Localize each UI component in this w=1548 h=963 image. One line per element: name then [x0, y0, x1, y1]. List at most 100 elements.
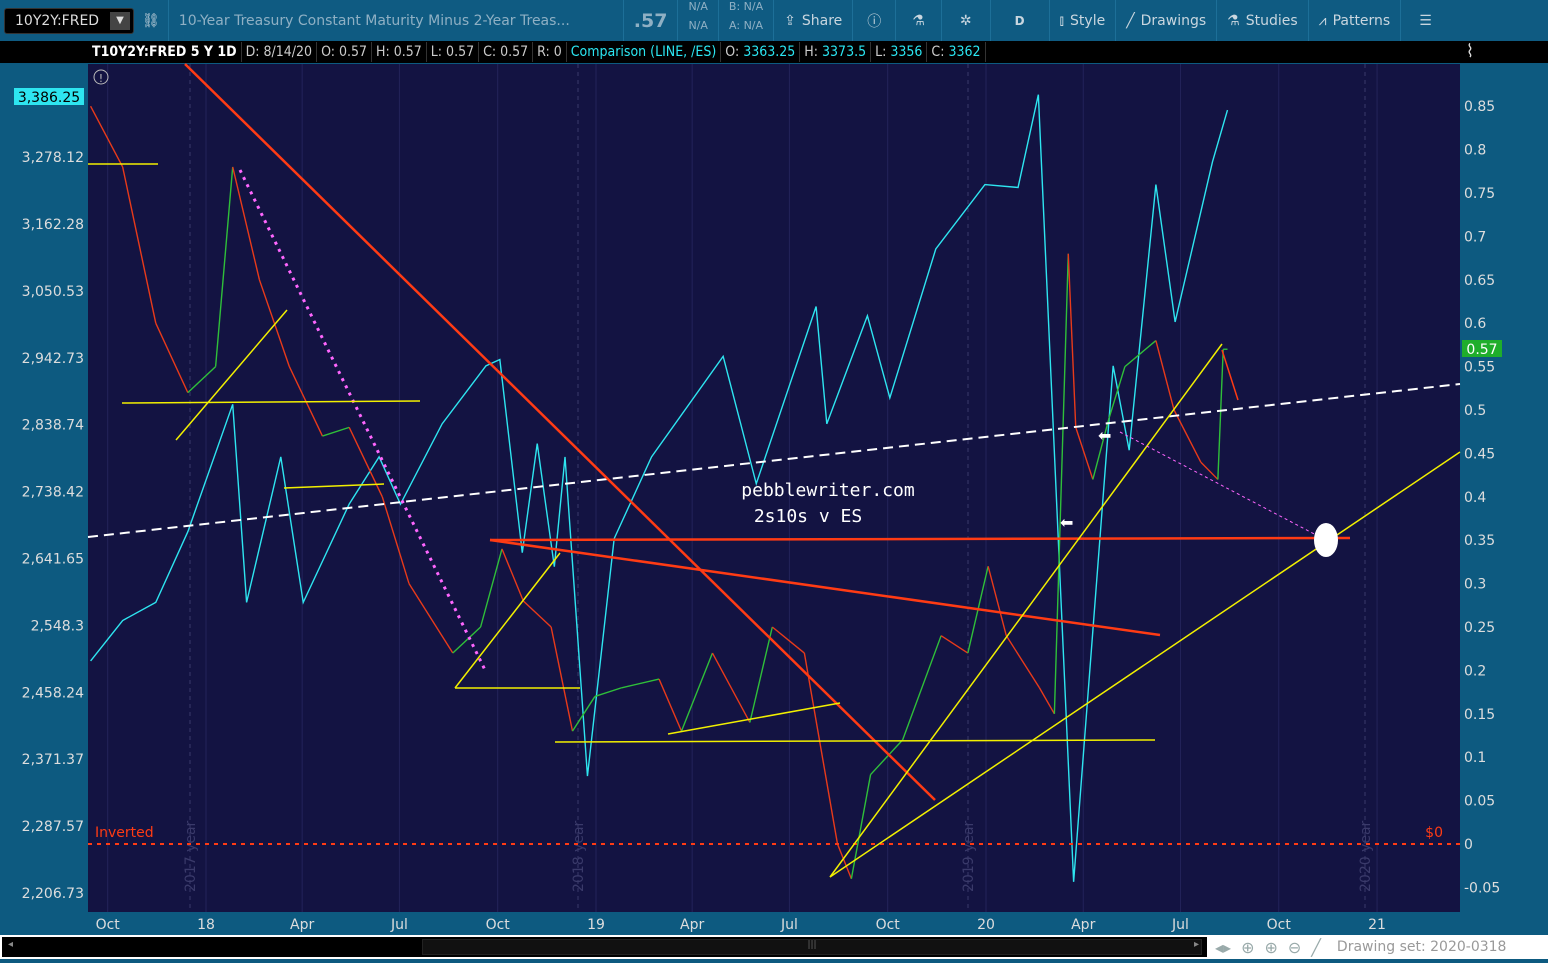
spread-line-segment	[1155, 340, 1175, 411]
info-high: H: 0.57	[372, 42, 427, 62]
settings-button[interactable]: ✲	[942, 0, 991, 41]
info-icon: ⓘ	[867, 13, 882, 30]
info-range: R: 0	[533, 42, 567, 62]
comp-open: O: 3363.25	[721, 42, 801, 62]
x-tick-label: Oct	[1267, 917, 1292, 933]
spread-line-segment	[594, 687, 622, 698]
zoom-out-icon[interactable]: ⊖	[1287, 937, 1302, 957]
right-axis-tick: 0.7	[1464, 229, 1486, 245]
symbol-description: 10-Year Treasury Constant Maturity Minus…	[169, 0, 624, 41]
chart-canvas[interactable]: Oct 18 Apr Jul Oct 19 Apr Jul Oct 20 Apr Jul Oct 21 20…	[0, 0, 1548, 935]
plot-area	[88, 64, 1460, 912]
spread-line-segment	[187, 366, 217, 394]
right-axis-tick: 0.8	[1464, 143, 1486, 159]
net-change: N/A N/A	[678, 0, 719, 41]
left-axis-tick: 3,050.53	[22, 284, 84, 300]
bottom-bar: ◂ ||| ▸ ◂▸ ⊕ ⊕ ⊖ ╱ Drawing set: 2020-0318	[0, 935, 1548, 959]
spread-line-segment	[1173, 409, 1202, 463]
right-axis-tick: 0.6	[1464, 316, 1486, 332]
x-tick-label: Oct	[876, 917, 901, 933]
left-axis-tick: 2,371.37	[22, 752, 84, 768]
left-axis-tick: 2,838.74	[22, 418, 84, 434]
arrow-left-icon: ⬅	[1098, 426, 1111, 445]
drawings-label: Drawings	[1140, 12, 1207, 29]
list-icon: ☰	[1419, 12, 1432, 29]
spread-line-segment	[479, 548, 503, 628]
x-tick-label: 20	[977, 917, 995, 933]
x-tick-label: Oct	[96, 917, 121, 933]
x-tick-label: Apr	[290, 917, 314, 933]
share-button[interactable]: ⇪ Share	[774, 0, 854, 41]
comp-high: H: 3373.5	[800, 42, 872, 62]
spread-line-segment	[1108, 366, 1126, 419]
drawings-button[interactable]: ╱ Drawings	[1116, 0, 1218, 41]
comparison-label: Comparison (LINE, /ES)	[567, 42, 722, 62]
inverted-label: Inverted	[95, 825, 154, 841]
left-axis-tick: 2,641.65	[22, 551, 84, 567]
menu-button[interactable]: ☰	[1401, 0, 1450, 41]
right-axis-tick: 0	[1464, 837, 1473, 853]
flask-button[interactable]: ⚗	[896, 0, 942, 41]
spread-line-segment	[621, 678, 660, 689]
zoom-in-icon[interactable]: ⊕	[1264, 937, 1278, 957]
chevron-down-icon[interactable]: ▼	[110, 11, 130, 30]
yellow-line	[667, 702, 841, 735]
x-tick-label: Apr	[680, 917, 704, 933]
spread-line-segment	[1200, 461, 1219, 480]
zero-label: $0	[1425, 825, 1443, 841]
aggregation-button[interactable]: D	[991, 0, 1050, 41]
drawing-set-selector[interactable]: Drawing set: 2020-0318	[1336, 939, 1507, 955]
x-tick-label: Jul	[780, 917, 798, 933]
right-axis-tick: 0.5	[1464, 403, 1486, 419]
line-icon: ╱	[1126, 12, 1135, 29]
right-axis-tick: 0.55	[1464, 360, 1495, 376]
symbol-text: 10Y2Y:FRED	[15, 12, 100, 29]
red-downtrend-line	[184, 63, 936, 801]
link-icon[interactable]: ⛓	[134, 0, 169, 41]
patterns-button[interactable]: ⩘ Patterns	[1309, 0, 1402, 41]
label: O:	[725, 44, 740, 60]
bid: B: N/A	[728, 0, 764, 13]
symbol-selector[interactable]: 10Y2Y:FRED ▼	[4, 7, 134, 34]
left-axis-tick: 2,458.24	[22, 685, 84, 701]
right-axis-tick: 0.85	[1464, 99, 1495, 115]
x-tick-label: Jul	[1171, 917, 1189, 933]
spread-line-segment	[870, 739, 904, 776]
yellow-line	[554, 739, 1156, 743]
es-comparison-line	[90, 94, 1229, 882]
drawing-tool-icon[interactable]: ╱	[1311, 937, 1321, 957]
label: L:	[875, 44, 887, 60]
spread-line-segment	[1092, 418, 1110, 480]
spread-line-segment	[1217, 349, 1224, 480]
year-watermark: 2017 year	[183, 820, 199, 892]
candle-icon: ⫾	[1059, 12, 1065, 29]
ask: A: N/A	[729, 19, 764, 32]
spread-line-segment	[902, 635, 942, 741]
yellow-line	[283, 483, 385, 489]
year-watermark: 2018 year	[571, 820, 587, 892]
es-last-label: 3,386.25	[18, 90, 80, 106]
expand-icon[interactable]: ◂▸	[1215, 937, 1232, 957]
horizontal-scrollbar[interactable]: ◂ ||| ▸	[2, 937, 1207, 957]
scroll-right-icon[interactable]: ▸	[1193, 939, 1199, 950]
studies-label: Studies	[1245, 12, 1298, 29]
x-tick-label: 19	[587, 917, 605, 933]
spread-line-segment	[322, 426, 350, 437]
flask-icon: ⚗	[1227, 12, 1240, 29]
scroll-thumb[interactable]: |||	[422, 939, 1202, 955]
info-close: C: 0.57	[479, 42, 534, 62]
scroll-left-icon[interactable]: ◂	[8, 939, 14, 950]
red-horizontal-line	[489, 536, 1351, 542]
style-button[interactable]: ⫾ Style	[1050, 0, 1117, 41]
gear-icon: ✲	[959, 12, 972, 29]
left-axis-tick: 3,278.12	[22, 150, 84, 166]
value: 3363.25	[743, 44, 796, 60]
info-button[interactable]: ⓘ	[853, 0, 897, 41]
studies-button[interactable]: ⚗ Studies	[1217, 0, 1309, 41]
change-percent: N/A	[688, 19, 708, 32]
comp-low: L: 3356	[871, 42, 928, 62]
spread-line-segment	[1005, 635, 1041, 689]
spread-line-segment	[680, 652, 714, 732]
crosshair-icon[interactable]: ⊕	[1241, 937, 1255, 957]
chart-type-icon[interactable]: ⌇	[1466, 41, 1474, 62]
